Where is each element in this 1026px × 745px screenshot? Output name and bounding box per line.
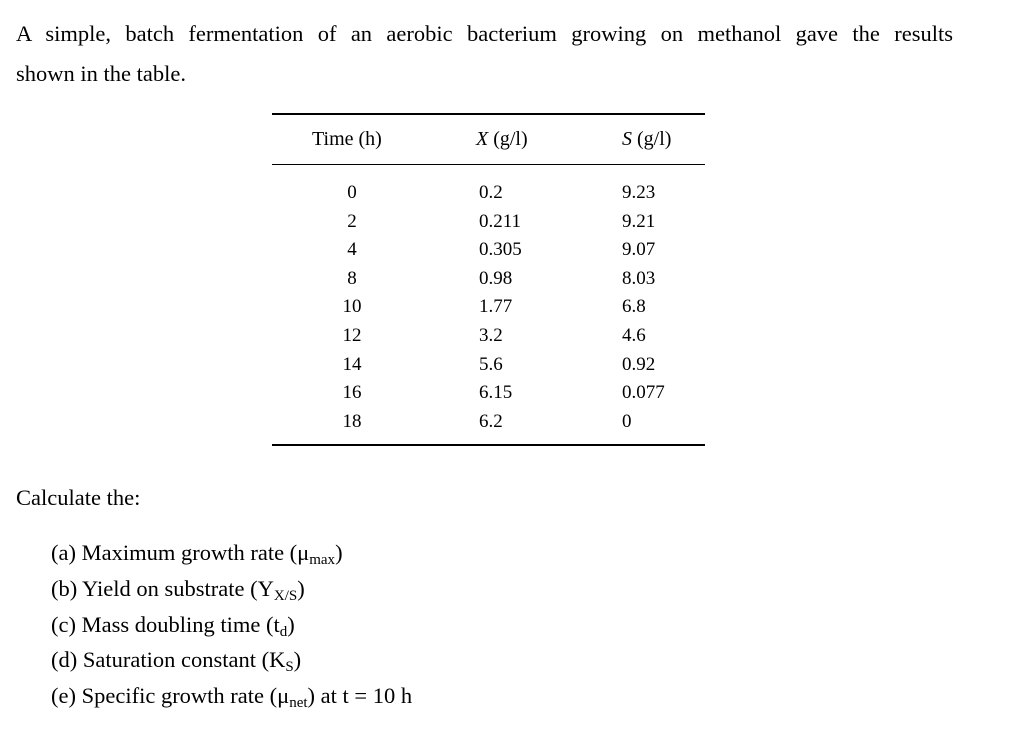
- intro-line-1: A simple, batch fermentation of an aerob…: [16, 21, 953, 46]
- substrate-cell: 8.03: [622, 267, 656, 289]
- question-e: (e) Specific growth rate (μnet) at t = 1…: [51, 680, 412, 716]
- question-a-subscript: max: [309, 552, 336, 568]
- question-c-subscript: d: [279, 623, 288, 640]
- biomass-cell: 0.211: [479, 210, 522, 232]
- biomass-cell: 6.15: [479, 382, 513, 404]
- time-cell: 8: [347, 267, 357, 289]
- substrate-cell: 9.07: [622, 239, 656, 261]
- question-e-text: (e) Specific growth rate (μ: [51, 683, 290, 709]
- question-d-text: (d) Saturation constant (K: [51, 647, 286, 673]
- substrate-cell: 0.077: [622, 382, 665, 404]
- table-top-rule: [272, 113, 705, 115]
- time-cell: 12: [342, 324, 362, 346]
- question-b-end: ): [297, 575, 305, 601]
- time-cell: 10: [342, 296, 362, 318]
- header-substrate-unit: (g/l): [632, 128, 672, 150]
- time-cell: 4: [347, 239, 357, 261]
- time-cell: 2: [347, 210, 357, 232]
- question-d-subscript: S: [285, 659, 294, 676]
- header-biomass: X (g/l): [476, 128, 528, 151]
- time-column: 0 2 4 8 10 12 14 16 18: [312, 179, 392, 436]
- header-biomass-var: X: [476, 128, 489, 150]
- substrate-cell: 9.23: [622, 182, 656, 203]
- question-b: (b) Yield on substrate (YX/S): [51, 573, 412, 609]
- question-b-text: (b) Yield on substrate (Y: [51, 575, 274, 601]
- substrate-cell: 0.92: [622, 353, 656, 375]
- question-d-end: ): [293, 647, 302, 673]
- biomass-cell: 5.6: [479, 353, 503, 375]
- question-e-subscript: net: [289, 695, 308, 712]
- biomass-cell: 6.2: [479, 410, 503, 432]
- substrate-cell: 9.21: [622, 210, 656, 232]
- question-a-end: ): [335, 540, 343, 565]
- question-list: (a) Maximum growth rate (μmax) (b) Yield…: [51, 537, 412, 716]
- time-cell: 14: [342, 353, 362, 375]
- header-time: Time (h): [312, 128, 382, 150]
- header-biomass-unit: (g/l): [488, 128, 528, 150]
- biomass-cell: 0.98: [479, 267, 513, 289]
- substrate-cell: 6.8: [622, 296, 646, 318]
- table-bottom-rule: [272, 444, 705, 446]
- biomass-cell: 1.77: [479, 296, 513, 318]
- problem-intro: A simple, batch fermentation of an aerob…: [16, 14, 953, 94]
- substrate-column: 9.23 9.21 9.07 8.03 6.8 4.6 0.92 0.077 0: [622, 179, 665, 436]
- intro-line-2: shown in the table.: [16, 61, 186, 86]
- question-c-end: ): [287, 611, 295, 637]
- question-c-text: (c) Mass doubling time (t: [51, 611, 280, 637]
- question-b-subscript: X/S: [273, 587, 298, 604]
- table-header-rule: [272, 164, 705, 165]
- header-substrate-var: S: [622, 128, 632, 150]
- calculate-label: Calculate the:: [16, 485, 141, 510]
- time-cell: 0: [347, 182, 357, 203]
- question-c: (c) Mass doubling time (td): [51, 609, 412, 645]
- substrate-cell: 4.6: [622, 324, 646, 346]
- question-d: (d) Saturation constant (KS): [51, 644, 412, 680]
- time-cell: 18: [342, 410, 362, 432]
- substrate-cell: 0: [622, 410, 632, 432]
- question-e-end: ) at t = 10 h: [307, 683, 413, 709]
- biomass-cell: 0.2: [479, 182, 503, 203]
- header-substrate: S (g/l): [622, 128, 671, 151]
- biomass-cell: 3.2: [479, 324, 503, 346]
- time-cell: 16: [342, 382, 362, 404]
- biomass-column: 0.2 0.211 0.305 0.98 1.77 3.2 5.6 6.15 6…: [479, 179, 522, 436]
- question-a-text: (a) Maximum growth rate (μ: [51, 540, 310, 565]
- question-a: (a) Maximum growth rate (μmax): [51, 537, 412, 573]
- biomass-cell: 0.305: [479, 239, 522, 261]
